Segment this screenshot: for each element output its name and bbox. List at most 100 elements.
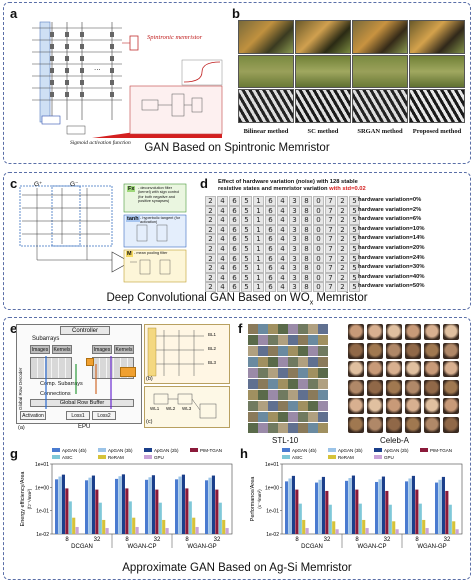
y-tick-label: 1e+00 — [265, 485, 279, 491]
stl10-sample — [268, 390, 278, 400]
bar — [285, 481, 289, 534]
stl10-sample — [278, 379, 288, 389]
hv-digit: 1 — [253, 215, 264, 225]
m-description: - mean pooling filter — [134, 251, 168, 255]
hv-digit: 5 — [241, 234, 252, 244]
stl10-sample — [308, 357, 318, 367]
hv-digit: 5 — [349, 253, 360, 264]
stl10-sample — [278, 412, 288, 422]
hv-digit: 6 — [265, 263, 276, 273]
title-top: GAN Based on Spintronic Memristor — [144, 142, 330, 154]
legend-label: ApGAN (2b) — [384, 448, 409, 453]
stl10-sample — [268, 357, 278, 367]
legend-swatch — [374, 448, 382, 452]
celeba-sample — [405, 398, 421, 414]
celeba-sample — [405, 342, 421, 359]
hv-digit: 6 — [229, 253, 240, 264]
bar — [302, 519, 306, 534]
stl10-sample — [278, 357, 288, 367]
hv-digit: 3 — [289, 244, 300, 254]
bar — [68, 501, 72, 534]
bar — [321, 476, 325, 534]
celeba-sample — [443, 361, 459, 377]
hv-row-label: hardware variation=50% — [358, 283, 425, 290]
y-tick-label: 1e+01 — [35, 462, 49, 468]
hv-digit: 5 — [241, 282, 252, 292]
y-tick-label: 1e-01 — [36, 509, 49, 515]
hv-header-std: with std=0.02 — [329, 186, 366, 192]
stl10-sample — [318, 368, 328, 378]
legend-swatch — [144, 448, 152, 452]
bar — [362, 519, 366, 534]
hv-row-label: hardware variation=40% — [358, 273, 425, 280]
bar — [218, 502, 222, 534]
hv-row-label: hardware variation=14% — [358, 235, 425, 242]
hv-digit: 6 — [265, 253, 276, 264]
x-group-label: DCGAN — [71, 544, 93, 550]
stl10-sample — [318, 390, 328, 400]
celeba-sample — [443, 416, 459, 433]
celeba-grid — [348, 324, 460, 434]
celeba-sample — [405, 361, 421, 377]
stl10-sample — [278, 346, 288, 356]
label-d: d — [200, 176, 208, 191]
caption-srgan: SRGAN method — [357, 128, 403, 135]
stl10-sample — [268, 335, 278, 345]
hv-digit: 5 — [349, 215, 360, 225]
hv-digit: 2 — [337, 263, 348, 273]
hv-digit: 2 — [337, 253, 348, 264]
orange-block-2 — [120, 367, 136, 377]
celeba-sample — [424, 342, 440, 359]
bar — [115, 478, 119, 534]
bar — [395, 529, 399, 534]
bar — [448, 504, 452, 534]
celeba-sample — [424, 361, 440, 377]
celeba-sample — [386, 342, 402, 359]
hv-digit: 6 — [229, 282, 240, 292]
celeba-sample — [386, 361, 402, 377]
stl10-sample — [318, 401, 328, 411]
stl10-sample — [318, 357, 328, 367]
hv-digit: 2 — [337, 244, 348, 254]
bar — [365, 528, 369, 534]
legend-swatch — [98, 455, 106, 459]
hv-digit: 5 — [349, 205, 360, 216]
celeba-sample — [348, 342, 364, 359]
bar — [145, 479, 149, 534]
x-tick-label: 8 — [415, 537, 419, 543]
celeba-sample — [443, 342, 459, 359]
kernels-box-2: Kernels — [114, 345, 134, 354]
hv-row-label: hardware variation=20% — [358, 245, 425, 251]
label-f: f — [238, 321, 243, 336]
bar — [295, 489, 299, 534]
hv-digit: 7 — [325, 215, 336, 225]
stl10-sample — [298, 346, 308, 356]
hv-digit: 8 — [301, 253, 312, 264]
bar — [65, 488, 69, 534]
hv-digit: 1 — [253, 244, 264, 254]
hv-digit: 4 — [217, 282, 228, 292]
title-middle-suffix: Memristor — [313, 292, 368, 304]
legend-label: ReRAM — [108, 455, 124, 460]
hv-digit: 7 — [325, 196, 336, 206]
x-group-label: DCGAN — [301, 544, 323, 550]
stl10-sample — [248, 379, 258, 389]
epu-label: EPU — [78, 424, 91, 430]
hv-digit: 5 — [349, 282, 360, 292]
sub-label-c: (c) — [146, 419, 153, 425]
hv-digit: 6 — [229, 272, 240, 283]
bar — [392, 521, 396, 534]
stl10-grid — [248, 324, 328, 434]
hv-digit: 0 — [313, 282, 324, 292]
stl10-sample — [298, 379, 308, 389]
stl10-sample — [268, 423, 278, 433]
hv-digit: 4 — [217, 215, 228, 225]
caption-sc: SC method — [307, 128, 339, 135]
hv-header-line2: resistive states and memristor variation — [218, 186, 328, 192]
hv-digit: 6 — [265, 272, 276, 283]
legend-swatch — [98, 448, 106, 452]
hv-digit: 2 — [205, 272, 216, 283]
hv-digit: 6 — [229, 234, 240, 244]
